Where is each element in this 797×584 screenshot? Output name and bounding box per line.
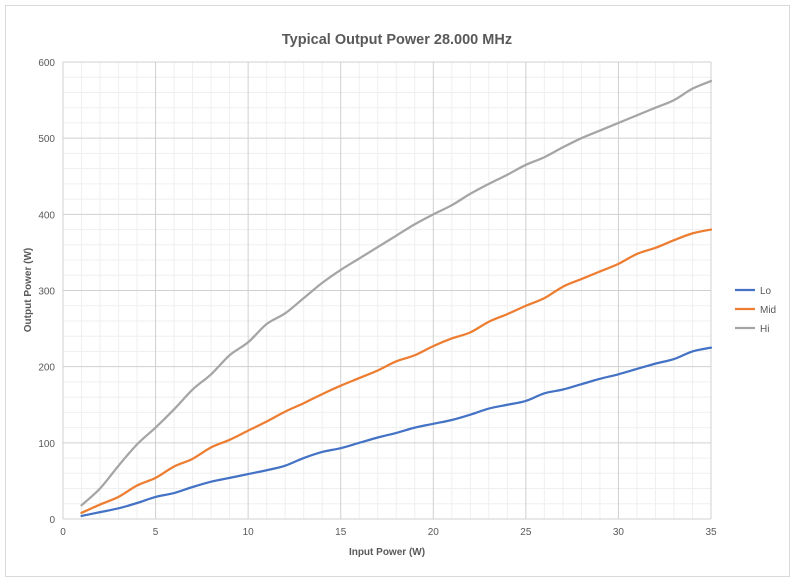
y-tick-label: 600 [38, 58, 55, 69]
x-tick-label: 0 [60, 527, 66, 538]
x-tick-label: 35 [705, 527, 717, 538]
x-tick-label: 20 [428, 527, 440, 538]
legend: Lo Mid Hi [735, 286, 776, 335]
x-tick-label: 30 [613, 527, 625, 538]
y-tick-label: 300 [38, 287, 55, 298]
x-tick-label: 5 [153, 527, 159, 538]
legend-label-lo: Lo [760, 286, 772, 297]
legend-label-hi: Hi [760, 324, 769, 335]
y-tick-label: 400 [38, 210, 55, 221]
x-axis-ticks: 0 5 10 15 20 25 30 35 [60, 527, 717, 538]
y-axis-label: Output Power (W) [23, 248, 34, 332]
y-tick-label: 0 [49, 515, 55, 526]
chart-title: Typical Output Power 28.000 MHz [282, 32, 512, 48]
series-line-lo [80, 346, 713, 518]
x-tick-label: 25 [520, 527, 532, 538]
y-tick-label: 500 [38, 134, 55, 145]
y-tick-label: 200 [38, 363, 55, 374]
series-line-hi [80, 79, 713, 507]
legend-label-mid: Mid [760, 305, 776, 316]
x-tick-label: 10 [243, 527, 255, 538]
series-line-mid [80, 228, 713, 515]
major-gridlines [62, 61, 712, 520]
series-lines [80, 79, 713, 518]
x-axis-label: Input Power (W) [349, 547, 425, 558]
y-tick-label: 100 [38, 439, 55, 450]
y-axis-ticks: 0 100 200 300 400 500 600 [38, 58, 55, 526]
x-tick-label: 15 [335, 527, 347, 538]
